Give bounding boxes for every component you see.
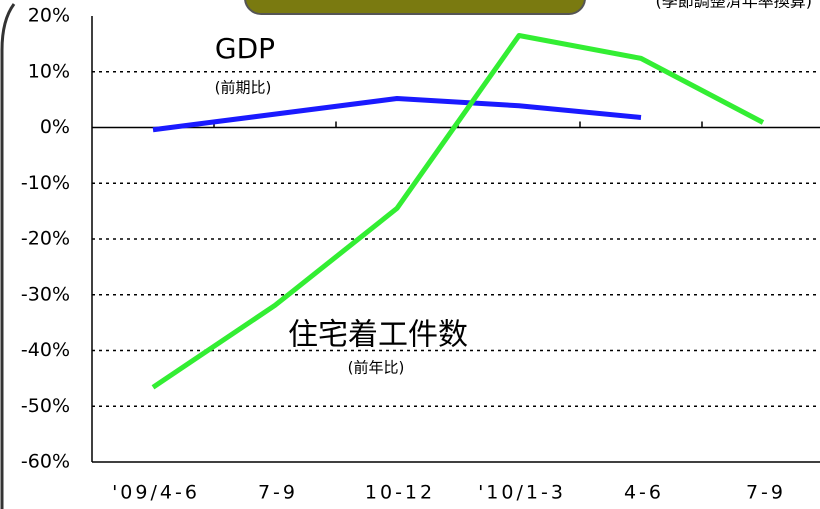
x-tick-label: 7-9: [258, 482, 298, 504]
y-tick-label: -60%: [21, 451, 70, 473]
y-tick-label: -40%: [21, 339, 70, 361]
y-tick-label: 10%: [28, 60, 70, 82]
x-tick-label: '10/1-3: [478, 482, 566, 504]
series-note: (前年比): [348, 359, 405, 377]
x-tick-label: 4-6: [624, 482, 664, 504]
series-label: GDP: [215, 32, 275, 65]
series-line: [152, 96, 642, 133]
y-tick-label: 0%: [40, 116, 70, 138]
y-tick-label: -20%: [21, 228, 70, 250]
frame-edge: [0, 3, 16, 509]
series-line: [151, 33, 765, 390]
y-tick-label: 20%: [28, 5, 70, 27]
x-tick-label: 10-12: [365, 482, 435, 504]
x-tick-label: '09/4-6: [112, 482, 200, 504]
y-tick-label: -50%: [21, 395, 70, 417]
y-tick-label: -10%: [21, 172, 70, 194]
series-note: (前期比): [215, 79, 272, 97]
y-tick-label: -30%: [21, 283, 70, 305]
subtitle: (季節調整済年率換算): [656, 0, 813, 11]
x-tick-label: 7-9: [746, 482, 786, 504]
series-label: 住宅着工件数: [288, 318, 468, 353]
title-box: [244, 0, 586, 15]
